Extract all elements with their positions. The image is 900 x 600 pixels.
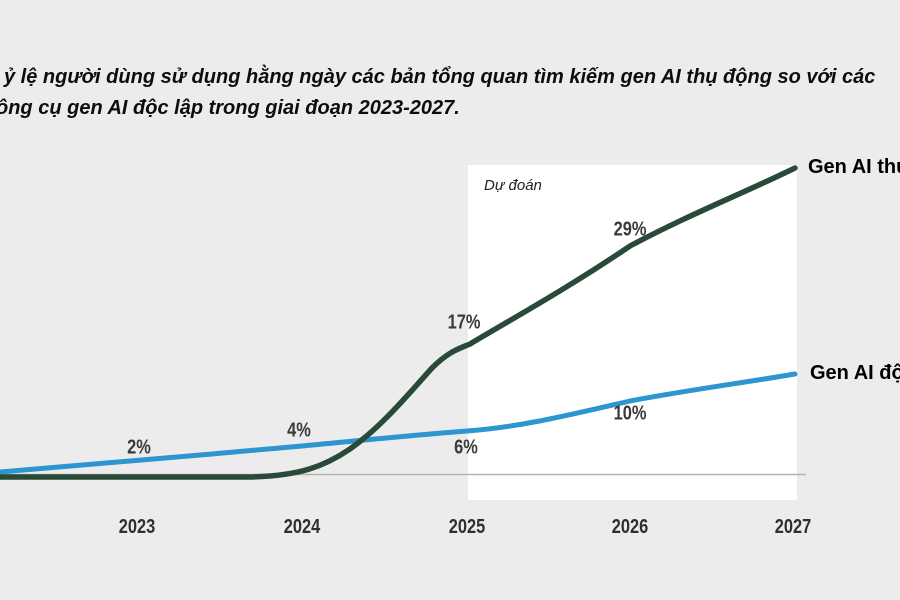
chart-title-line1: ỷ lệ người dùng sử dụng hằng ngày các bả… [4,66,876,88]
chart-title-line2: ông cụ gen AI độc lập trong giai đoạn 20… [0,97,460,119]
data-label-6pct: 6% [454,436,478,459]
x-tick-2025: 2025 [448,516,486,538]
forecast-label: Dự đoán [484,177,542,194]
data-label-2pct: 2% [127,436,151,459]
legend-passive-series: Gen AI thụ động [808,156,900,178]
chart-title: ỷ lệ người dùng sử dụng hằng ngày các bả… [0,62,900,124]
data-label-29pct: 29% [613,218,647,241]
forecast-region [468,165,797,500]
x-tick-2027: 2027 [774,516,812,538]
x-tick-2026: 2026 [611,516,649,538]
standalone-series-line [0,371,798,475]
x-tick-2023: 2023 [118,516,156,538]
data-label-17pct: 17% [447,311,481,334]
data-label-4pct: 4% [287,419,311,442]
x-tick-2024: 2024 [283,516,321,538]
data-label-10pct: 10% [613,402,647,425]
passive-series-line [0,165,798,480]
legend-standalone-series: Gen AI độc lập [810,362,900,384]
